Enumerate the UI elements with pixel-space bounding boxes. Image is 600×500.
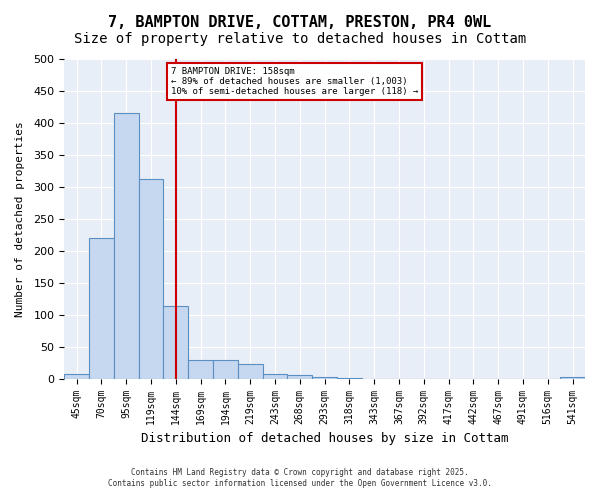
Bar: [287, 376, 312, 378]
Bar: [114, 114, 139, 378]
X-axis label: Distribution of detached houses by size in Cottam: Distribution of detached houses by size …: [141, 432, 508, 445]
Text: 7, BAMPTON DRIVE, COTTAM, PRESTON, PR4 0WL: 7, BAMPTON DRIVE, COTTAM, PRESTON, PR4 0…: [109, 15, 491, 30]
Bar: [238, 364, 263, 378]
Bar: [139, 178, 163, 378]
Text: Contains HM Land Registry data © Crown copyright and database right 2025.
Contai: Contains HM Land Registry data © Crown c…: [108, 468, 492, 487]
Y-axis label: Number of detached properties: Number of detached properties: [15, 121, 25, 316]
Bar: [213, 360, 238, 378]
Bar: [163, 306, 188, 378]
Bar: [89, 238, 114, 378]
Bar: [263, 374, 287, 378]
Bar: [64, 374, 89, 378]
Bar: [188, 360, 213, 378]
Text: 7 BAMPTON DRIVE: 158sqm
← 89% of detached houses are smaller (1,003)
10% of semi: 7 BAMPTON DRIVE: 158sqm ← 89% of detache…: [171, 66, 418, 96]
Text: Size of property relative to detached houses in Cottam: Size of property relative to detached ho…: [74, 32, 526, 46]
Bar: [560, 377, 585, 378]
